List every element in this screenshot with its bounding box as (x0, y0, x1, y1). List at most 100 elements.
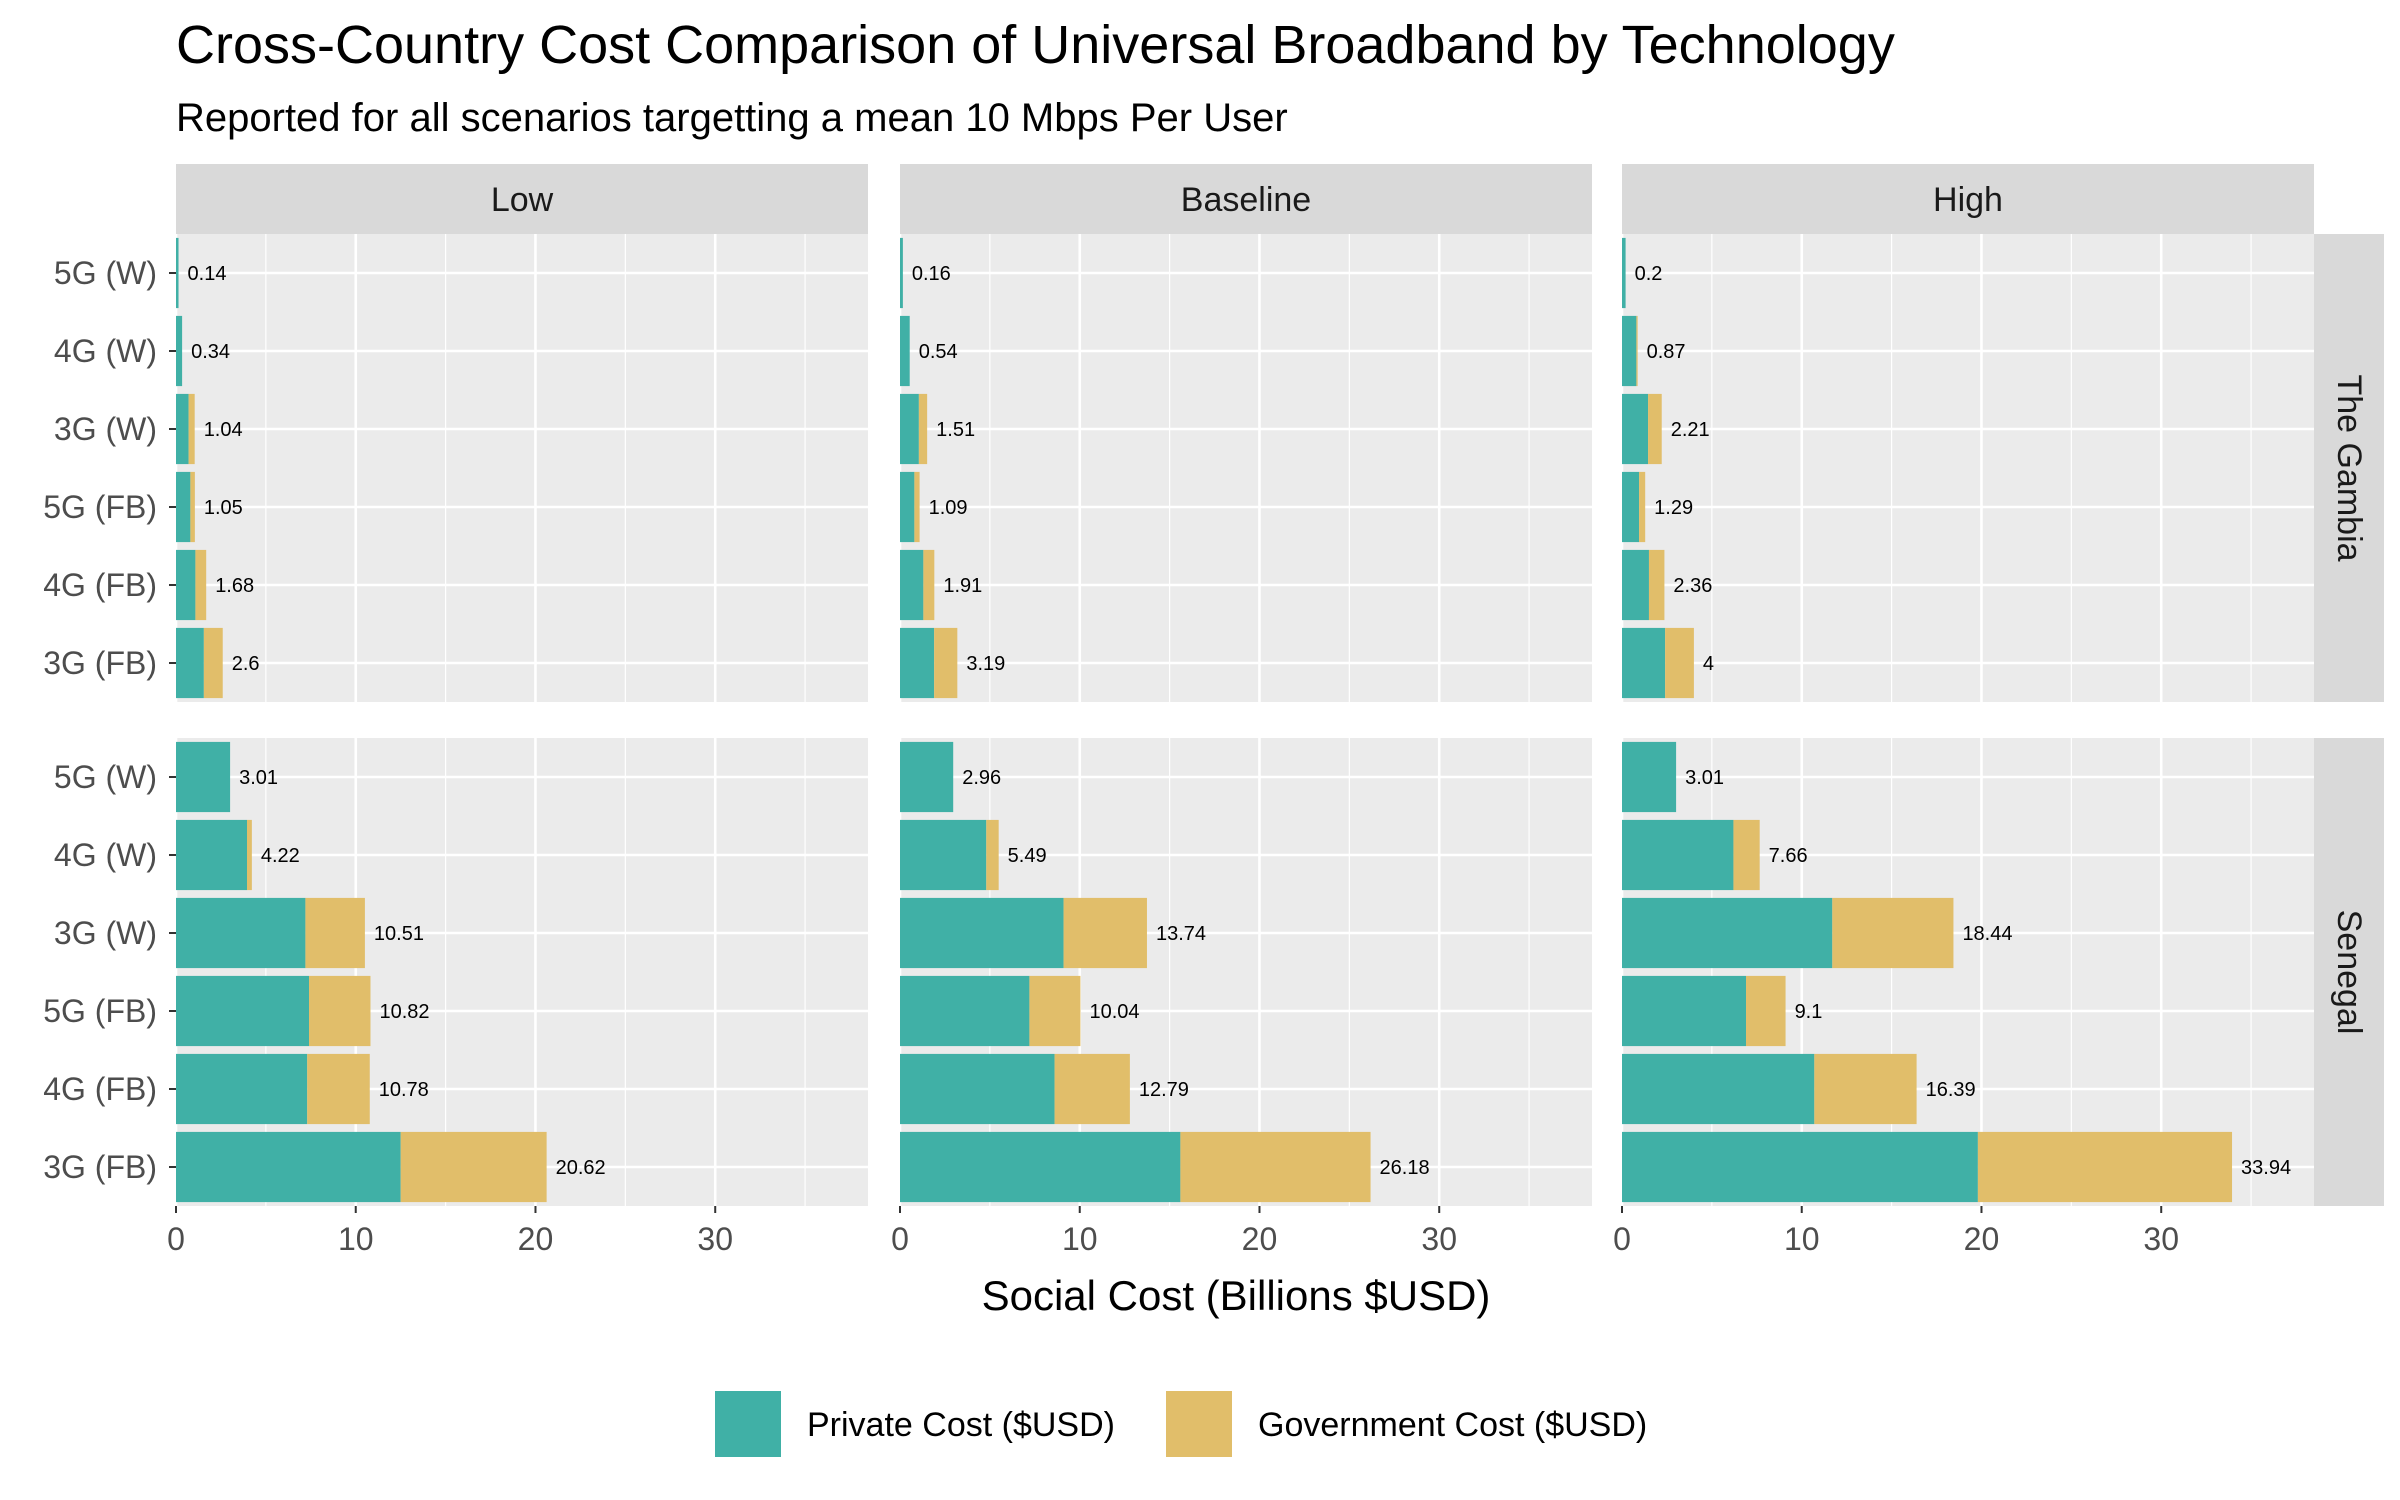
data-label-3g-fb: 33.94 (2241, 1157, 2291, 1179)
bar-private-3g-fb (1622, 627, 1666, 699)
data-label-4g-fb: 12.79 (1139, 1079, 1189, 1101)
bar-private-4g-fb (900, 1053, 1055, 1125)
y-tick-label: 4G (W) (54, 837, 157, 873)
data-label-5g-w: 0.14 (188, 263, 227, 285)
bar-government-3g-w (1063, 897, 1147, 969)
x-tick-label: 30 (2143, 1221, 2179, 1257)
bar-private-5g-fb (176, 975, 310, 1047)
bar-private-4g-w (1622, 315, 1637, 387)
bar-government-3g-w (188, 393, 195, 465)
panel-the-gambia-low: 0.14 0.34 1.04 1.05 1.68 2.6 (174, 234, 868, 702)
bar-private-5g-w (1622, 237, 1626, 309)
data-label-5g-w: 3.01 (239, 767, 278, 789)
legend: Private Cost ($USD) Government Cost ($US… (715, 1391, 1647, 1457)
data-label-5g-fb: 1.05 (204, 497, 243, 519)
bar-private-3g-fb (1622, 1131, 1978, 1203)
data-label-4g-w: 0.34 (191, 341, 230, 363)
panel-the-gambia-high-background (1622, 234, 2314, 702)
data-label-5g-w: 2.96 (962, 767, 1001, 789)
bar-private-3g-w (176, 393, 189, 465)
bar-private-3g-fb (176, 1131, 401, 1203)
bar-private-3g-w (1622, 393, 1649, 465)
bar-private-5g-w (1622, 741, 1677, 813)
panel-senegal-high: 3.01 7.66 18.44 9.1 16.39 33.94 (1620, 738, 2314, 1206)
data-label-3g-fb: 3.19 (966, 653, 1005, 675)
column-strip-label-baseline: Baseline (1181, 181, 1311, 219)
y-tick-label: 3G (W) (54, 915, 157, 951)
data-label-4g-w: 4.22 (261, 845, 300, 867)
column-strip-label-low: Low (491, 181, 554, 219)
bar-government-5g-fb (1029, 975, 1081, 1047)
bar-private-4g-w (176, 315, 183, 387)
bar-private-4g-fb (176, 549, 196, 621)
panel-the-gambia-baseline: 0.16 0.54 1.51 1.09 1.91 3.19 (898, 234, 1592, 702)
bar-government-4g-fb (923, 549, 935, 621)
data-label-4g-fb: 1.91 (943, 575, 982, 597)
bar-private-4g-fb (176, 1053, 308, 1125)
data-label-3g-fb: 4 (1703, 653, 1714, 675)
bar-private-5g-fb (900, 471, 915, 543)
bar-private-4g-w (176, 819, 247, 891)
bar-private-4g-fb (1622, 1053, 1815, 1125)
x-tick-label: 0 (167, 1221, 185, 1257)
data-label-5g-fb: 10.82 (379, 1001, 429, 1023)
data-label-3g-w: 1.51 (936, 419, 975, 441)
data-label-3g-fb: 2.6 (232, 653, 260, 675)
bar-private-3g-w (900, 897, 1064, 969)
y-tick-label: 3G (W) (54, 411, 157, 447)
y-tick-label: 5G (FB) (43, 993, 157, 1029)
column-strip-high (1622, 164, 2314, 234)
bar-government-3g-w (305, 897, 365, 969)
bar-private-4g-fb (1622, 549, 1649, 621)
y-tick-label: 5G (W) (54, 255, 157, 291)
x-tick-label: 10 (338, 1221, 374, 1257)
bar-private-3g-fb (900, 1131, 1181, 1203)
bar-private-5g-fb (1622, 975, 1747, 1047)
data-label-4g-fb: 10.78 (379, 1079, 429, 1101)
legend-swatch-government (1166, 1391, 1232, 1457)
bar-government-4g-fb (1648, 549, 1665, 621)
data-label-4g-w: 7.66 (1769, 845, 1808, 867)
data-label-3g-w: 13.74 (1156, 923, 1206, 945)
x-tick-label: 20 (1964, 1221, 2000, 1257)
data-label-5g-fb: 10.04 (1089, 1001, 1139, 1023)
chart-title: Cross-Country Cost Comparison of Univers… (176, 15, 1895, 75)
bar-government-4g-w (246, 819, 252, 891)
data-label-3g-w: 1.04 (204, 419, 243, 441)
column-strip-low (176, 164, 868, 234)
bar-government-3g-fb (1180, 1131, 1371, 1203)
x-tick-label: 10 (1062, 1221, 1098, 1257)
panel-senegal-low-background (176, 738, 868, 1206)
bar-government-3g-fb (1665, 627, 1694, 699)
x-tick-label: 0 (891, 1221, 909, 1257)
x-tick-label: 20 (518, 1221, 554, 1257)
legend-label-government: Government Cost ($USD) (1258, 1406, 1647, 1444)
bar-private-4g-w (900, 819, 987, 891)
data-label-4g-fb: 2.36 (1673, 575, 1712, 597)
bar-government-4g-fb (1054, 1053, 1130, 1125)
bar-government-3g-w (1832, 897, 1954, 969)
bar-government-4g-w (1636, 315, 1638, 387)
data-label-3g-fb: 20.62 (556, 1157, 606, 1179)
column-strip-baseline (900, 164, 1592, 234)
bar-government-3g-fb (1977, 1131, 2233, 1203)
bar-private-4g-w (900, 315, 910, 387)
y-tick-label: 4G (W) (54, 333, 157, 369)
data-label-5g-w: 3.01 (1685, 767, 1724, 789)
bar-private-5g-fb (1622, 471, 1640, 543)
bar-private-5g-fb (900, 975, 1030, 1047)
bar-private-3g-fb (176, 627, 204, 699)
row-strip-label-senegal: Senegal (2330, 910, 2368, 1035)
y-tick-label: 3G (FB) (43, 645, 157, 681)
bar-government-5g-fb (914, 471, 920, 543)
panel-senegal-baseline: 2.96 5.49 13.74 10.04 12.79 26.18 (898, 738, 1592, 1206)
y-tick-label: 4G (FB) (43, 567, 157, 603)
data-label-3g-w: 18.44 (1962, 923, 2012, 945)
panel-senegal-baseline-background (900, 738, 1592, 1206)
y-tick-label: 4G (FB) (43, 1071, 157, 1107)
bar-government-5g-fb (309, 975, 371, 1047)
data-label-3g-fb: 26.18 (1380, 1157, 1430, 1179)
bar-government-3g-fb (934, 627, 958, 699)
data-label-3g-w: 2.21 (1671, 419, 1710, 441)
